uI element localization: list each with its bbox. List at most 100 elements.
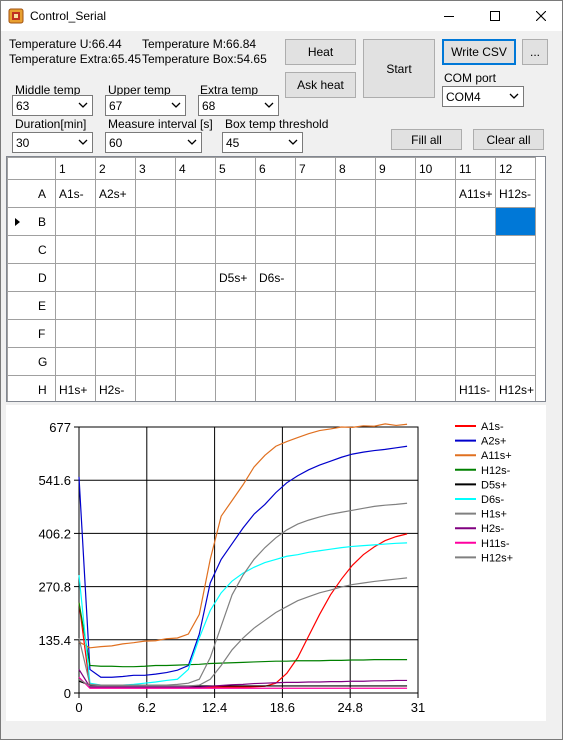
plate-column-header[interactable]: 6 [255, 157, 296, 180]
plate-column-header[interactable]: 9 [375, 157, 416, 180]
plate-cell[interactable]: H2s- [95, 375, 136, 401]
plate-cell[interactable] [375, 375, 416, 401]
plate-cell[interactable] [495, 291, 536, 320]
plate-cell[interactable] [455, 207, 496, 236]
plate-cell[interactable] [215, 319, 256, 348]
plate-cell[interactable] [95, 235, 136, 264]
plate-row-header[interactable]: C [7, 235, 56, 264]
minimize-button[interactable] [426, 1, 472, 31]
plate-cell[interactable] [295, 347, 336, 376]
duration-select[interactable]: 30 [12, 132, 93, 153]
plate-cell[interactable]: H12s+ [495, 375, 536, 401]
fill-all-button[interactable]: Fill all [391, 129, 462, 150]
plate-cell[interactable] [415, 207, 456, 236]
plate-cell[interactable] [375, 319, 416, 348]
plate-cell[interactable] [215, 179, 256, 208]
plate-row-header[interactable]: G [7, 347, 56, 376]
plate-cell[interactable] [55, 347, 96, 376]
plate-cell[interactable] [95, 291, 136, 320]
upper-temp-select[interactable]: 67 [105, 95, 186, 116]
plate-cell[interactable] [175, 235, 216, 264]
plate-cell[interactable] [95, 319, 136, 348]
box-temp-threshold-select[interactable]: 45 [222, 132, 303, 153]
plate-column-header[interactable]: 3 [135, 157, 176, 180]
plate-cell[interactable] [295, 179, 336, 208]
plate-cell[interactable] [215, 375, 256, 401]
maximize-button[interactable] [472, 1, 518, 31]
plate-cell[interactable] [175, 263, 216, 292]
plate-cell[interactable] [95, 347, 136, 376]
plate-column-header[interactable]: 4 [175, 157, 216, 180]
plate-cell[interactable]: A1s- [55, 179, 96, 208]
plate-cell[interactable] [335, 347, 376, 376]
plate-cell[interactable] [175, 319, 216, 348]
plate-column-header[interactable]: 11 [455, 157, 496, 180]
plate-cell[interactable] [415, 375, 456, 401]
plate-cell[interactable] [415, 347, 456, 376]
ask-heat-button[interactable]: Ask heat [285, 72, 356, 98]
plate-column-header[interactable]: 5 [215, 157, 256, 180]
plate-cell[interactable] [375, 347, 416, 376]
plate-cell[interactable] [255, 347, 296, 376]
plate-cell[interactable] [455, 319, 496, 348]
plate-cell[interactable] [175, 291, 216, 320]
plate-cell[interactable]: A2s+ [95, 179, 136, 208]
plate-cell[interactable] [335, 291, 376, 320]
plate-cell[interactable] [255, 235, 296, 264]
plate-cell[interactable] [375, 263, 416, 292]
plate-cell[interactable] [375, 179, 416, 208]
browse-button[interactable]: ... [522, 39, 548, 65]
plate-cell[interactable]: D6s- [255, 263, 296, 292]
plate-cell[interactable]: H1s+ [55, 375, 96, 401]
plate-cell[interactable] [415, 179, 456, 208]
plate-cell[interactable] [375, 291, 416, 320]
plate-cell[interactable] [215, 347, 256, 376]
plate-column-header[interactable]: 12 [495, 157, 536, 180]
plate-cell[interactable] [295, 207, 336, 236]
com-port-select[interactable]: COM4 [442, 86, 524, 107]
plate-cell[interactable] [135, 347, 176, 376]
measure-interval-select[interactable]: 60 [105, 132, 202, 153]
plate-cell[interactable] [335, 263, 376, 292]
plate-cell[interactable] [215, 235, 256, 264]
plate-cell[interactable] [335, 375, 376, 401]
plate-column-header[interactable]: 2 [95, 157, 136, 180]
plate-cell[interactable] [55, 235, 96, 264]
plate-cell[interactable] [295, 375, 336, 401]
plate-cell[interactable] [295, 291, 336, 320]
plate-cell[interactable] [415, 235, 456, 264]
plate-cell[interactable] [175, 347, 216, 376]
plate-cell[interactable] [335, 319, 376, 348]
plate-cell[interactable] [55, 291, 96, 320]
plate-cell[interactable] [135, 235, 176, 264]
plate-cell[interactable] [415, 291, 456, 320]
plate-cell[interactable] [55, 263, 96, 292]
plate-cell[interactable] [495, 319, 536, 348]
plate-cell[interactable]: H12s- [495, 179, 536, 208]
plate-cell[interactable]: A11s+ [455, 179, 496, 208]
plate-cell[interactable] [295, 319, 336, 348]
plate-cell[interactable] [375, 207, 416, 236]
plate-cell[interactable] [255, 291, 296, 320]
plate-cell[interactable] [495, 347, 536, 376]
plate-cell[interactable] [455, 291, 496, 320]
plate-row-header[interactable]: H [7, 375, 56, 401]
plate-cell[interactable] [495, 207, 536, 236]
plate-cell[interactable] [135, 263, 176, 292]
plate-cell[interactable] [255, 207, 296, 236]
plate-cell[interactable] [135, 207, 176, 236]
plate-cell[interactable] [335, 207, 376, 236]
plate-cell[interactable] [295, 235, 336, 264]
plate-cell[interactable] [455, 347, 496, 376]
plate-cell[interactable] [95, 263, 136, 292]
plate-column-header[interactable]: 7 [295, 157, 336, 180]
plate-cell[interactable] [95, 207, 136, 236]
plate-cell[interactable] [295, 263, 336, 292]
close-button[interactable] [518, 1, 563, 31]
plate-cell[interactable] [415, 319, 456, 348]
plate-column-header[interactable]: 8 [335, 157, 376, 180]
plate-grid[interactable]: 1 2 3 4 5 6 7 8 9 10 11 12 A A1s- A2s+ A11s+ H12s- B C D D5s… [6, 156, 546, 402]
plate-cell[interactable] [335, 179, 376, 208]
plate-row-header[interactable]: F [7, 319, 56, 348]
plate-cell[interactable] [375, 235, 416, 264]
